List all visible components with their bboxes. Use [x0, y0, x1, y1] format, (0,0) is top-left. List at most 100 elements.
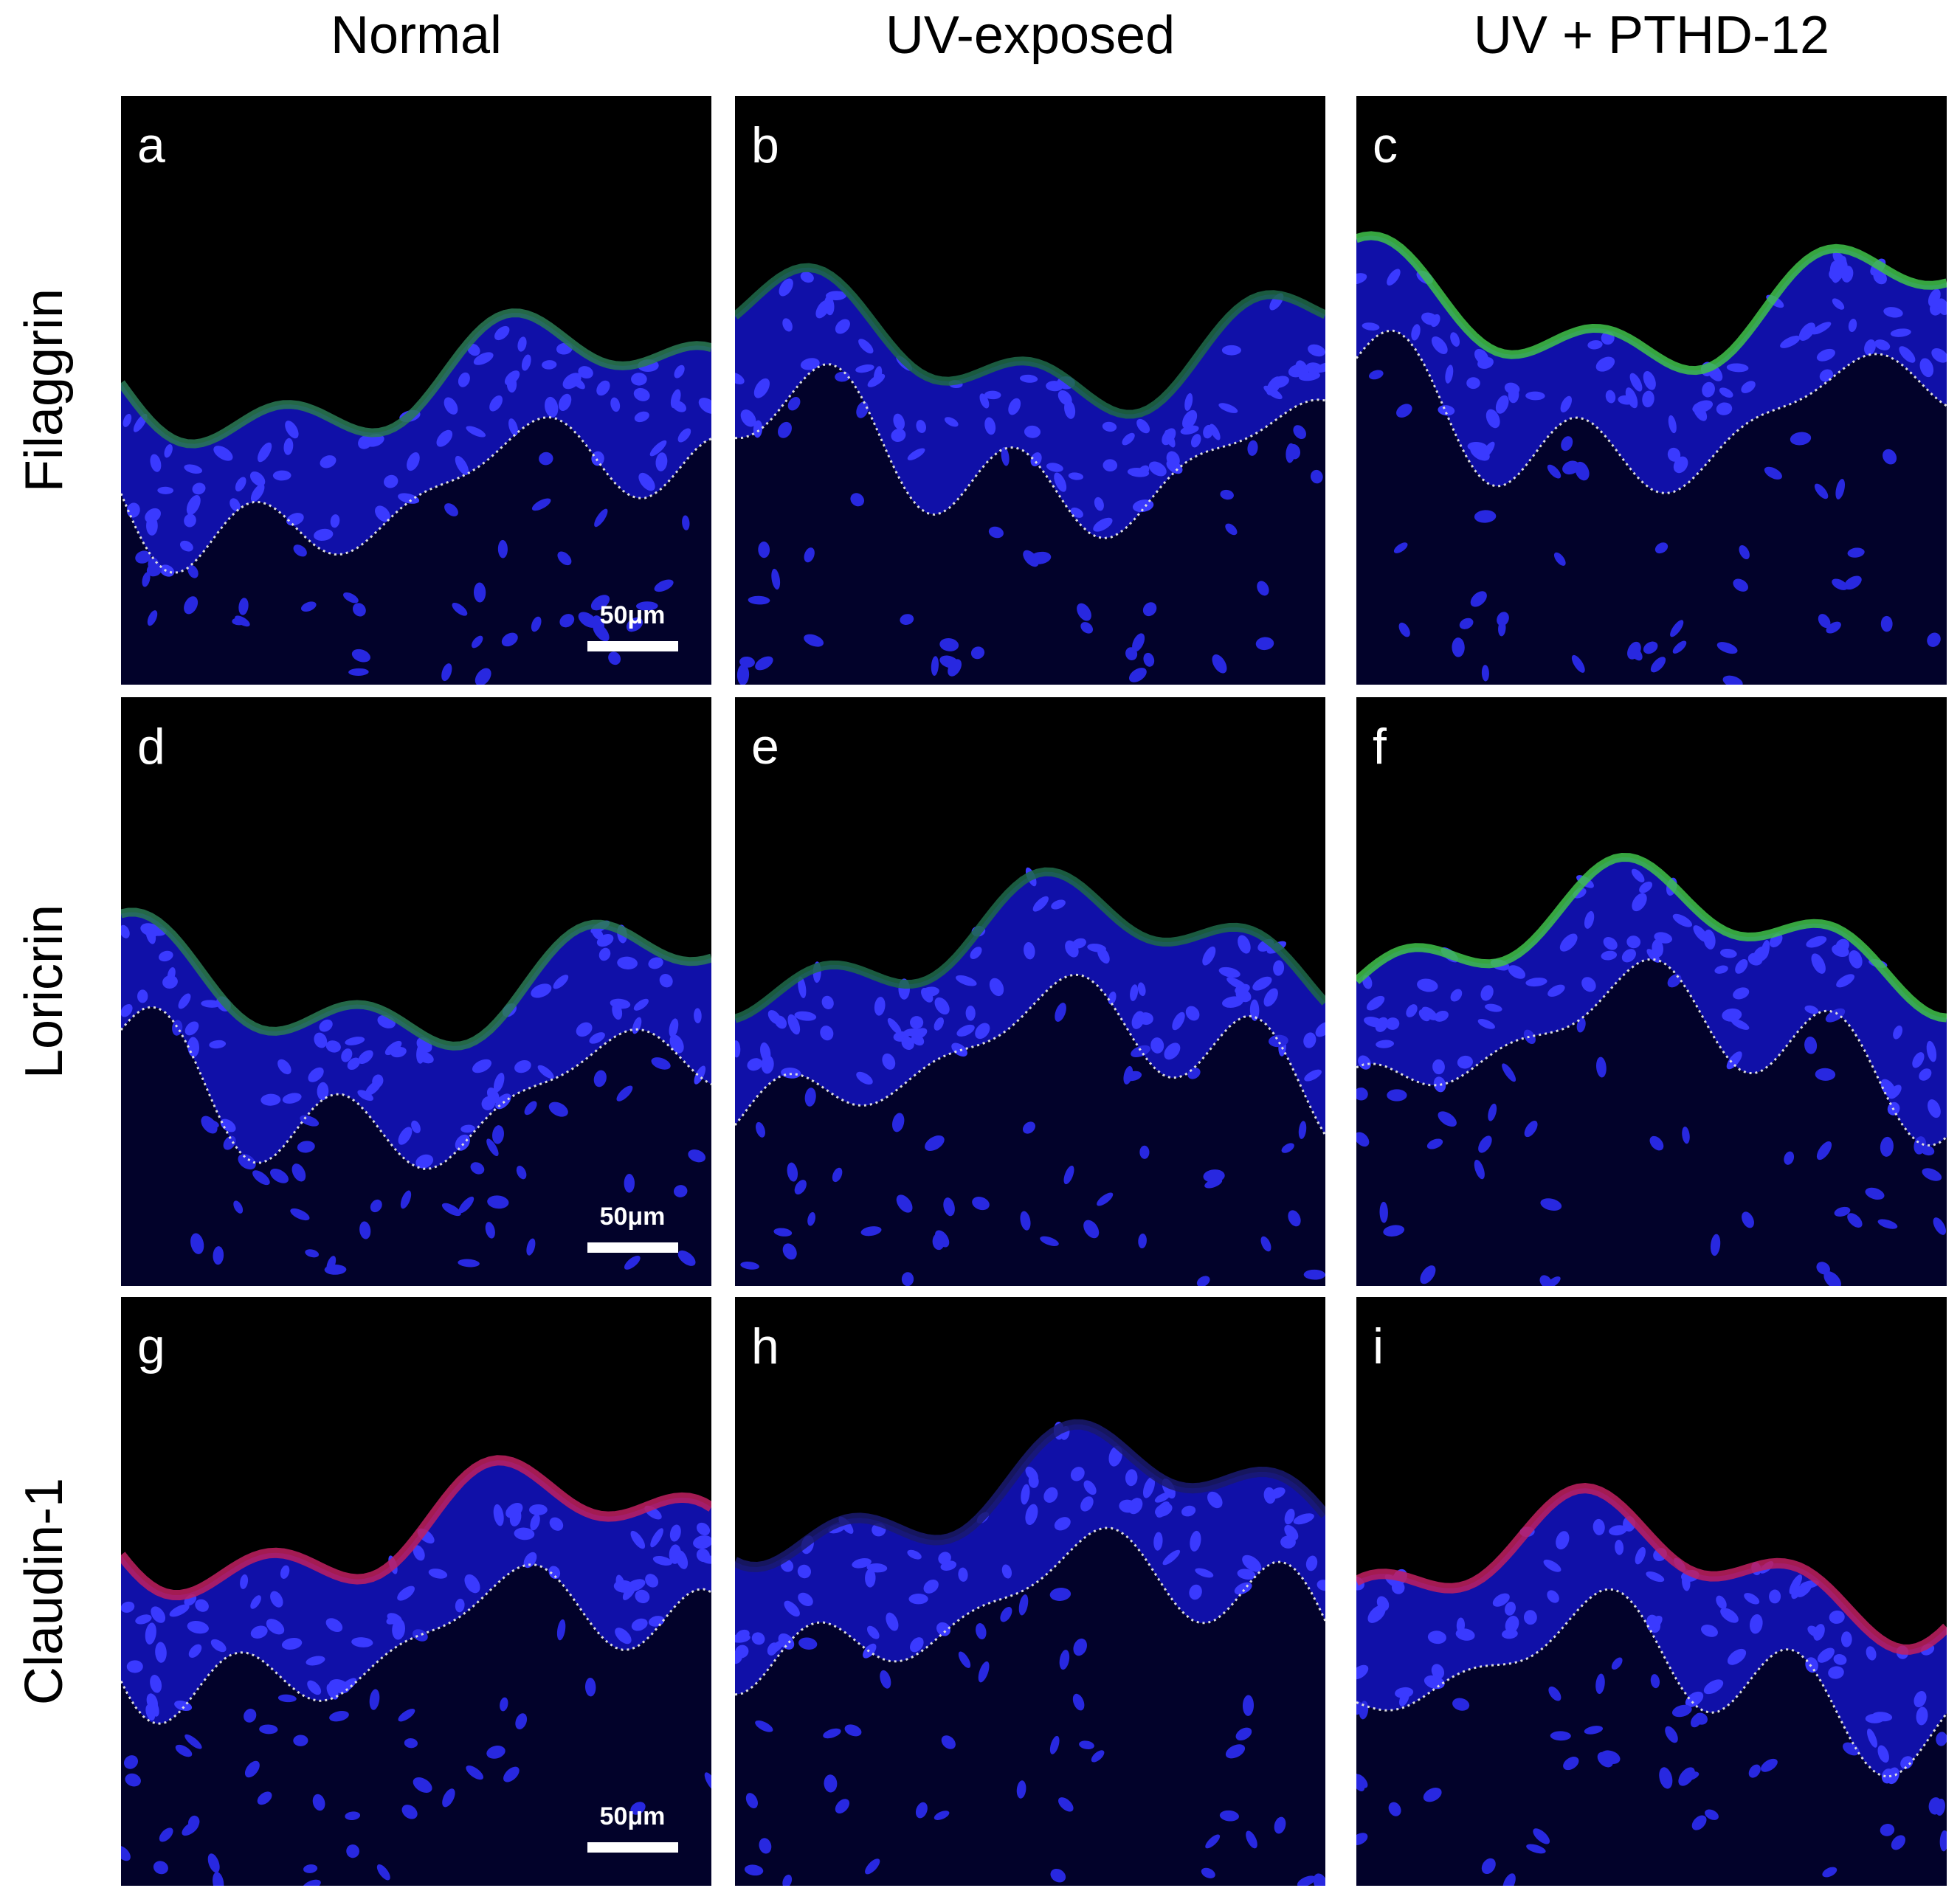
- nucleus: [506, 376, 517, 393]
- nucleus: [155, 1642, 167, 1663]
- nucleus: [773, 1228, 793, 1237]
- nucleus: [1693, 925, 1708, 942]
- nucleus: [965, 1005, 976, 1021]
- nucleus: [277, 1694, 297, 1703]
- nucleus: [1222, 996, 1243, 1008]
- nucleus: [470, 1162, 485, 1175]
- nucleus: [1928, 1099, 1941, 1118]
- nucleus: [632, 1017, 642, 1034]
- nucleus: [631, 373, 647, 386]
- nucleus: [1367, 1605, 1386, 1623]
- row-label: Filaggrin: [15, 288, 74, 492]
- nucleus: [1235, 989, 1252, 1003]
- nucleus: [1505, 1601, 1516, 1616]
- nucleus: [508, 418, 518, 436]
- nucleus: [988, 526, 1004, 539]
- nucleus: [1125, 1469, 1138, 1487]
- nucleus: [1467, 441, 1488, 452]
- nucleus: [1672, 913, 1693, 927]
- nucleus: [1649, 1135, 1664, 1151]
- nucleus: [648, 957, 663, 969]
- nucleus: [1912, 1052, 1925, 1068]
- micrograph-panel: b: [735, 96, 1325, 685]
- nucleus: [162, 975, 178, 989]
- nucleus: [1368, 370, 1384, 380]
- nucleus: [1025, 1504, 1038, 1526]
- nucleus: [1822, 1867, 1838, 1878]
- nucleus: [1293, 1513, 1314, 1525]
- nucleus: [1470, 591, 1487, 607]
- nucleus: [1383, 1225, 1405, 1237]
- nucleus: [1366, 995, 1385, 1011]
- nucleus: [548, 1566, 561, 1580]
- nucleus: [1540, 1198, 1562, 1211]
- nucleus: [1643, 370, 1656, 390]
- nucleus: [755, 1720, 773, 1732]
- nucleus: [874, 997, 886, 1016]
- nucleus: [230, 498, 241, 511]
- nucleus: [1936, 1732, 1947, 1746]
- nucleus: [413, 1545, 425, 1561]
- nucleus: [458, 1259, 480, 1268]
- nucleus: [1615, 1540, 1624, 1555]
- nucleus: [207, 1853, 220, 1873]
- nucleus: [638, 472, 655, 491]
- nucleus: [158, 950, 173, 962]
- nucleus: [235, 477, 246, 492]
- basement-membrane: [1356, 329, 1947, 495]
- panel-image: [1356, 96, 1947, 685]
- panel-letter: e: [751, 719, 779, 775]
- nucleus: [1395, 1687, 1414, 1698]
- scale-bar-label: 50μm: [600, 601, 666, 629]
- nucleus: [1719, 948, 1737, 958]
- nucleus: [1919, 1144, 1935, 1156]
- nucleus: [1058, 1797, 1074, 1812]
- nucleus: [1023, 1121, 1035, 1134]
- nucleus: [1204, 1178, 1223, 1189]
- nucleus: [735, 1040, 741, 1058]
- nucleus: [887, 1017, 902, 1035]
- nucleus: [184, 596, 199, 615]
- nucleus: [1184, 392, 1193, 411]
- nucleus: [951, 1042, 967, 1057]
- nucleus: [1816, 1141, 1832, 1161]
- nucleus: [1811, 953, 1826, 974]
- nucleus: [778, 421, 792, 438]
- nucleus: [594, 508, 608, 528]
- nucleus: [615, 1628, 632, 1645]
- nucleus: [1914, 1691, 1927, 1708]
- nucleus: [1671, 1704, 1692, 1718]
- nucleus: [1931, 347, 1947, 363]
- nucleus: [901, 1272, 914, 1286]
- nucleus: [548, 1102, 568, 1117]
- nucleus: [1356, 1833, 1368, 1845]
- nucleus: [886, 1612, 899, 1631]
- nucleus: [1524, 1121, 1538, 1138]
- epidermis: [121, 1460, 711, 1724]
- nucleus: [428, 1569, 448, 1579]
- nucleus: [303, 1864, 318, 1873]
- nucleus: [1835, 479, 1846, 499]
- nucleus: [1642, 390, 1654, 408]
- nucleus: [624, 1173, 635, 1193]
- nucleus: [1221, 345, 1241, 356]
- nucleus: [486, 1138, 499, 1157]
- nucleus: [1079, 1740, 1094, 1750]
- nucleus: [736, 1629, 750, 1640]
- nucleus: [562, 373, 582, 390]
- nucleus: [1137, 982, 1146, 997]
- nucleus: [1128, 1498, 1143, 1515]
- nucleus: [1196, 1276, 1210, 1286]
- nucleus: [345, 1811, 361, 1821]
- nucleus: [1132, 633, 1145, 652]
- nucleus: [1286, 443, 1296, 463]
- nucleus: [1255, 637, 1274, 651]
- nucleus: [1764, 466, 1782, 480]
- nucleus: [820, 1026, 834, 1041]
- nucleus: [526, 1238, 536, 1256]
- scale-bar-label: 50μm: [600, 1203, 666, 1231]
- nucleus: [1692, 400, 1714, 413]
- nucleus: [314, 1032, 328, 1048]
- nucleus: [167, 967, 176, 982]
- nucleus: [444, 397, 458, 415]
